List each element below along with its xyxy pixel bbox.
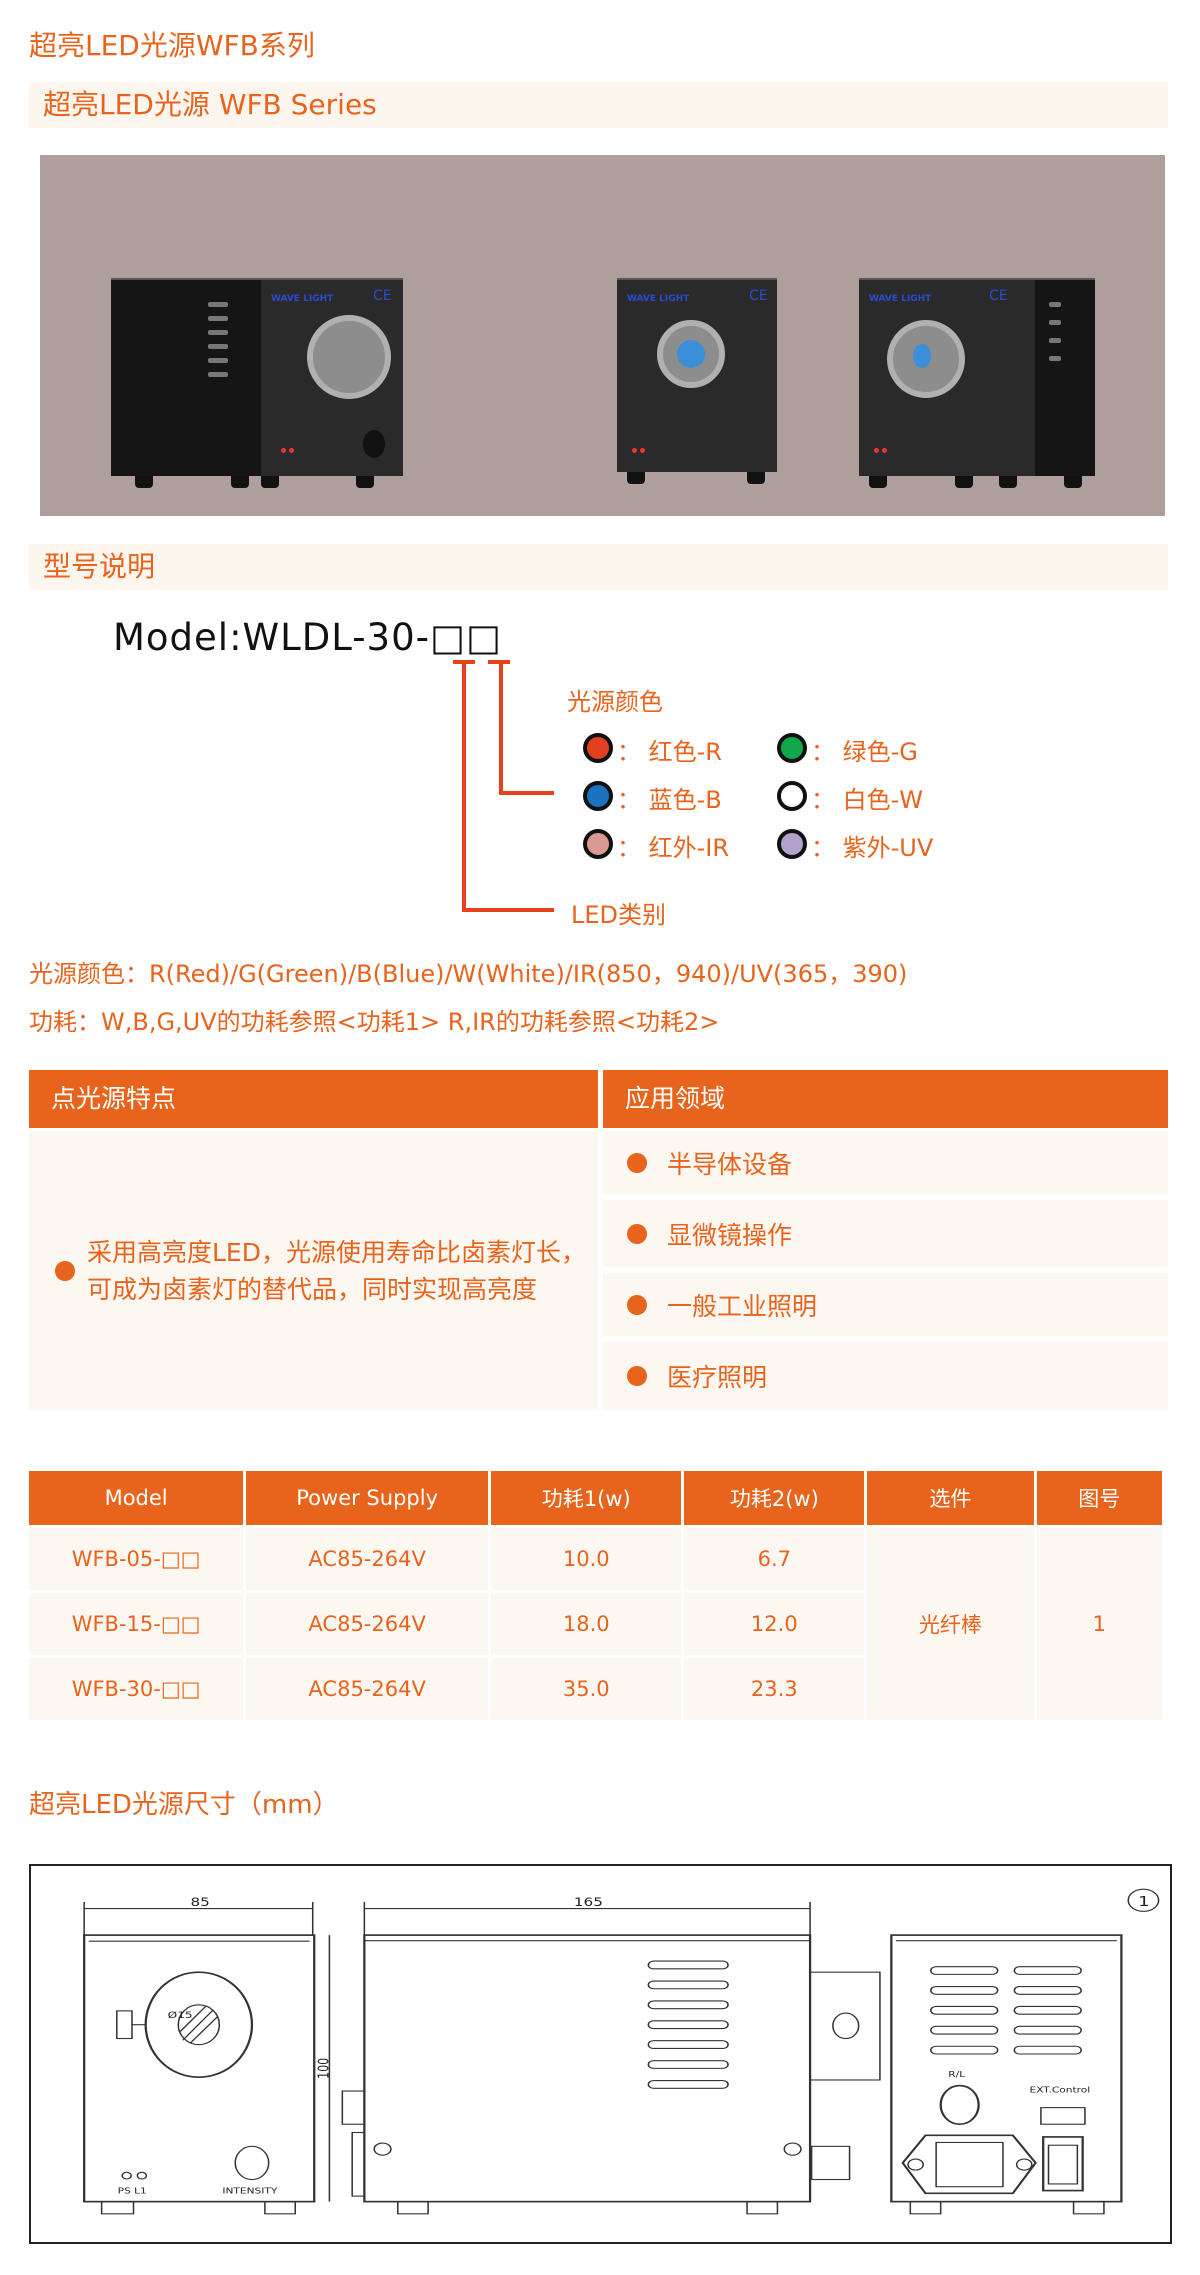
model-code: Model:WLDL-30-□□ <box>113 616 502 659</box>
side-view: 165 <box>341 1897 881 2215</box>
bullet-icon <box>627 1152 647 1173</box>
rl-label: R/L <box>948 2071 966 2080</box>
bullet-icon <box>55 1260 75 1281</box>
device-large: WAVE LIGHT CE <box>111 278 403 488</box>
product-photo: WAVE LIGHT CE WAVE LIGHT CE WAVE LIGHT CE <box>40 155 1165 516</box>
led-type-label: LED类别 <box>571 901 667 929</box>
bore-label: Ø15 <box>168 2010 193 2021</box>
red-dot-icon <box>583 733 613 763</box>
application-item: 医疗照明 <box>603 1342 1168 1410</box>
table-header-row: Model Power Supply 功耗1(w) 功耗2(w) 选件 图号 <box>29 1471 1162 1525</box>
figure-cell: 1 <box>1036 1528 1162 1720</box>
front-led-labels: PS L1 <box>118 2187 147 2196</box>
application-item: 显微镜操作 <box>603 1200 1168 1267</box>
cell: 6.7 <box>684 1528 865 1590</box>
option-cell: 光纤棒 <box>867 1528 1034 1720</box>
header-power2: 功耗2(w) <box>684 1471 865 1525</box>
bullet-icon <box>627 1223 647 1244</box>
white-dot-icon <box>777 781 807 811</box>
color-note: 光源颜色：R(Red)/G(Green)/B(Blue)/W(White)/IR… <box>29 960 908 988</box>
page-title: 超亮LED光源WFB系列 <box>29 29 315 62</box>
color-connector <box>499 660 503 795</box>
cell: WFB-05-□□ <box>29 1528 244 1590</box>
header-model: Model <box>29 1471 244 1525</box>
spec-table: Model Power Supply 功耗1(w) 功耗2(w) 选件 图号 W… <box>26 1468 1165 1723</box>
figure-mark: 1 <box>1138 1893 1150 1909</box>
blue-dot-icon <box>583 781 613 811</box>
cell: WFB-30-□□ <box>29 1658 244 1720</box>
color-green: ： 绿色-G <box>811 738 918 766</box>
bullet-icon <box>627 1366 647 1386</box>
uv-dot-icon <box>777 829 807 859</box>
table-row: WFB-30-□□ AC85-264V 35.0 23.3 <box>29 1658 1162 1720</box>
cell: 18.0 <box>491 1593 682 1655</box>
device-medium: WAVE LIGHT CE <box>859 278 1095 488</box>
width-label: 85 <box>190 1897 209 1909</box>
cell: AC85-264V <box>246 1528 489 1590</box>
table-row: WFB-05-□□ AC85-264V 10.0 6.7 光纤棒 1 <box>29 1528 1162 1720</box>
led-type-connector <box>462 660 466 912</box>
cell: 10.0 <box>491 1528 682 1590</box>
header-power-supply: Power Supply <box>246 1471 489 1525</box>
dimension-drawing: 85 Ø15 PS L1 INTENSITY 100 165 <box>29 1864 1172 2244</box>
front-view: 85 Ø15 PS L1 INTENSITY 100 <box>83 1897 333 2215</box>
cell: AC85-264V <box>246 1593 489 1655</box>
cell: WFB-15-□□ <box>29 1593 244 1655</box>
table-row: WFB-15-□□ AC85-264V 18.0 12.0 <box>29 1593 1162 1655</box>
features-header: 点光源特点 <box>29 1070 598 1128</box>
power-note: 功耗：W,B,G,UV的功耗参照<功耗1> R,IR的功耗参照<功耗2> <box>29 1008 720 1036</box>
feature-description: 采用高亮度LED，光源使用寿命比卤素灯长，可成为卤素灯的替代品，同时实现高亮度 <box>29 1131 598 1410</box>
length-label: 165 <box>574 1897 603 1909</box>
color-red: ： 红色-R <box>617 738 722 766</box>
intensity-label: INTENSITY <box>222 2187 277 2196</box>
color-uv: ： 紫外-UV <box>811 834 934 862</box>
model-section-banner: 型号说明 <box>29 544 1168 590</box>
header-option: 选件 <box>867 1471 1034 1525</box>
color-legend-title: 光源颜色 <box>567 688 663 716</box>
application-item: 半导体设备 <box>603 1131 1168 1194</box>
dimensions-title: 超亮LED光源尺寸（mm） <box>29 1790 339 1820</box>
device-small: WAVE LIGHT CE <box>617 278 777 484</box>
ir-dot-icon <box>583 829 613 859</box>
application-item: 一般工业照明 <box>603 1273 1168 1336</box>
color-ir: ： 红外-IR <box>617 834 730 862</box>
color-white: ： 白色-W <box>811 786 924 814</box>
height-label: 100 <box>316 2058 333 2079</box>
rear-view: R/L EXT.Control <box>890 1934 1123 2215</box>
header-figure: 图号 <box>1036 1471 1162 1525</box>
ext-control-label: EXT.Control <box>1030 2086 1091 2095</box>
header-power1: 功耗1(w) <box>491 1471 682 1525</box>
color-blue: ： 蓝色-B <box>617 786 722 814</box>
series-banner: 超亮LED光源 WFB Series <box>29 82 1168 128</box>
bullet-icon <box>627 1294 647 1315</box>
applications-header: 应用领域 <box>603 1070 1168 1128</box>
cell: 23.3 <box>684 1658 865 1720</box>
green-dot-icon <box>777 733 807 763</box>
cell: 12.0 <box>684 1593 865 1655</box>
cell: 35.0 <box>491 1658 682 1720</box>
cell: AC85-264V <box>246 1658 489 1720</box>
